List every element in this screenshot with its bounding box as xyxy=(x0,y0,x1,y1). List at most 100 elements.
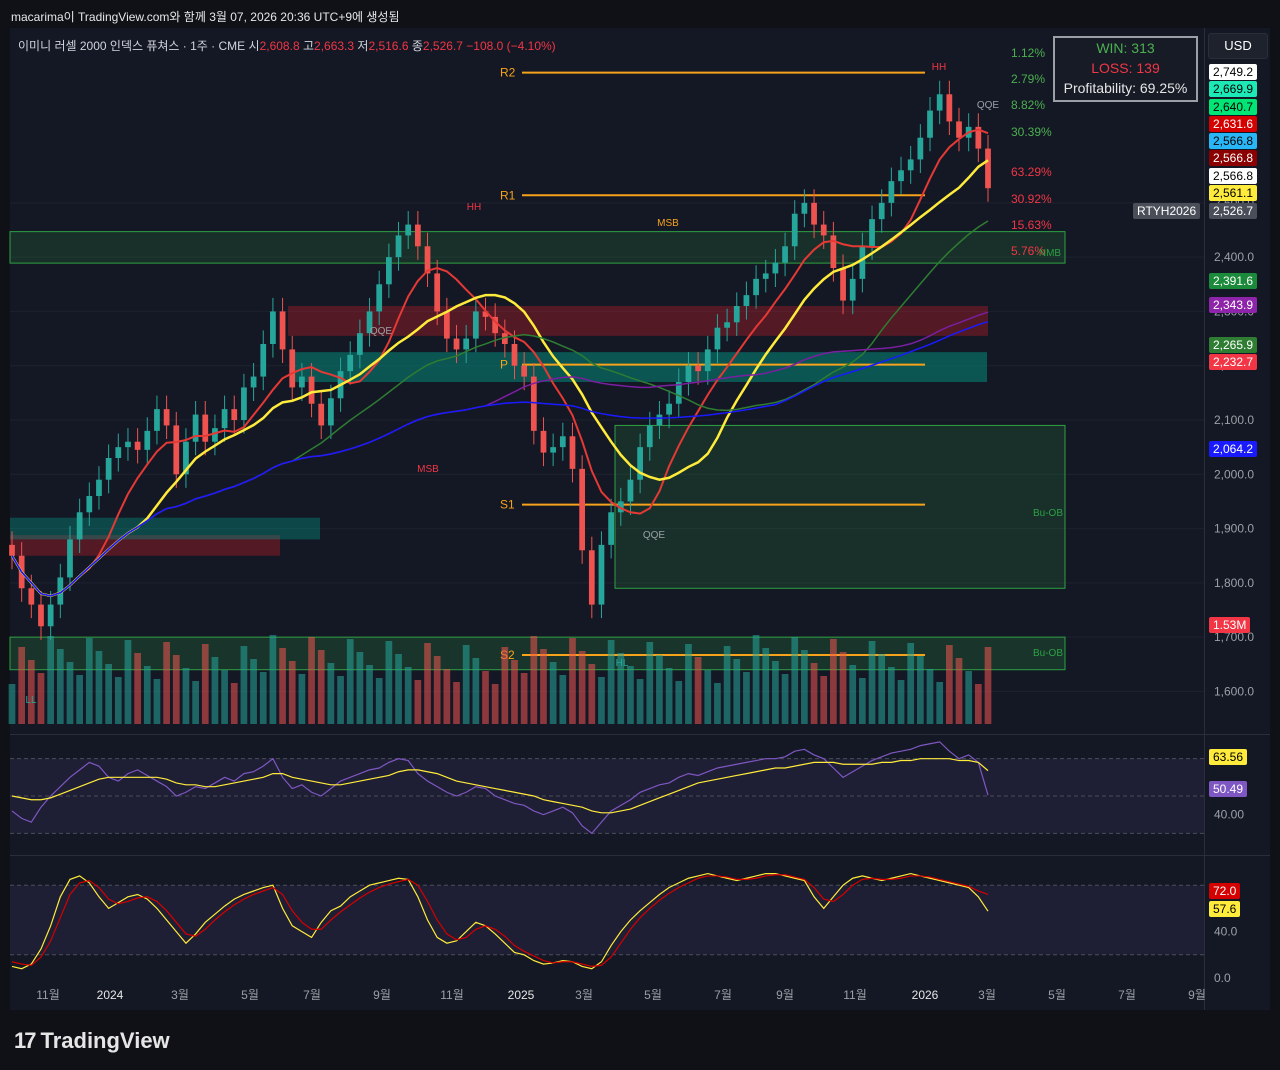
candle-body xyxy=(47,604,54,627)
time-tick-label: 3월 xyxy=(575,988,593,1002)
tradingview-logo[interactable]: 17 TradingView xyxy=(14,1028,170,1054)
price-tick-label: 2,400.0 xyxy=(1214,250,1254,264)
candle-body xyxy=(260,344,267,377)
candle-body xyxy=(859,246,866,279)
volume-bar xyxy=(18,647,26,724)
volume-bar xyxy=(656,655,663,724)
candle-body xyxy=(57,577,64,605)
rsi-tick-label: 40.00 xyxy=(1214,808,1244,822)
win-count: WIN: 313 xyxy=(1096,40,1155,56)
volume-bar xyxy=(752,635,760,724)
time-tick-label: 11월 xyxy=(36,988,60,1002)
candle-body xyxy=(704,349,711,372)
candle-body xyxy=(192,414,199,442)
stoch-band xyxy=(10,885,1204,955)
candle-body xyxy=(985,148,991,189)
rsi-value-tag: 63.56 xyxy=(1209,749,1248,765)
price-tag: 2,526.7 xyxy=(1209,203,1258,219)
volume-bar xyxy=(443,669,451,724)
volume-bar xyxy=(356,652,364,724)
open-value: 2,608.8 xyxy=(259,39,300,53)
fib-level-label: 5.76% xyxy=(1011,244,1045,258)
price-tick-label: 2,100.0 xyxy=(1214,413,1254,427)
volume-bar xyxy=(211,657,219,724)
candle-body xyxy=(646,425,653,448)
annotation-label: HL xyxy=(616,658,629,669)
volume-bar xyxy=(588,664,596,724)
price-tag: 2,566.8 xyxy=(1209,133,1258,149)
high-label: 고 xyxy=(302,39,315,53)
volume-bar xyxy=(433,656,441,724)
time-tick-label: 9월 xyxy=(1188,988,1206,1002)
candle-body xyxy=(627,479,634,502)
candle-body xyxy=(212,428,218,442)
candle-body xyxy=(405,224,412,236)
candle-body xyxy=(936,94,943,111)
candle-body xyxy=(946,94,953,122)
candle-body xyxy=(318,403,325,426)
price-tag: 2,265.9 xyxy=(1209,337,1258,353)
moving-average-line xyxy=(11,128,989,597)
time-tick-label: 3월 xyxy=(171,988,189,1002)
volume-bar xyxy=(85,638,93,724)
candle-body xyxy=(521,365,528,377)
volume-bar xyxy=(317,650,325,724)
candle-body xyxy=(869,219,875,247)
volume-bar xyxy=(665,668,673,724)
volume-bar xyxy=(230,683,238,724)
volume-bar xyxy=(559,675,567,724)
volume-bar xyxy=(27,660,35,724)
volume-bar xyxy=(288,661,296,724)
candle-body xyxy=(791,213,798,247)
volume-bar xyxy=(76,675,83,724)
price-tag: 2,631.6 xyxy=(1209,116,1258,132)
supply-zone xyxy=(288,306,988,336)
time-tick-label: 7월 xyxy=(1118,988,1136,1002)
price-tag: 2,566.8 xyxy=(1209,150,1258,166)
candle-body xyxy=(38,604,44,627)
time-tick-label: 11월 xyxy=(843,988,867,1002)
rsi-line xyxy=(11,758,989,814)
volume-bar xyxy=(385,641,393,724)
volume-bar xyxy=(182,668,190,724)
pivot-label: R1 xyxy=(500,188,516,202)
candle-body xyxy=(714,327,721,350)
currency-button[interactable]: USD xyxy=(1208,33,1268,59)
volume-bar xyxy=(723,646,731,724)
candle-body xyxy=(202,414,209,442)
demand-zone xyxy=(9,231,1066,264)
price-tag: 2,640.7 xyxy=(1209,99,1258,115)
annotation-label: MSB xyxy=(657,218,679,229)
candle-body xyxy=(724,322,730,328)
time-tick-label: 5월 xyxy=(644,988,662,1002)
price-tag: 2,669.9 xyxy=(1209,81,1258,97)
candle-body xyxy=(733,306,740,323)
volume-bar xyxy=(878,654,886,724)
volume-bar xyxy=(163,642,170,724)
candle-body xyxy=(830,235,837,268)
brand-name: TradingView xyxy=(40,1028,170,1053)
volume-bar xyxy=(859,678,866,724)
profitability: Profitability: 69.25% xyxy=(1063,80,1188,96)
candle-body xyxy=(250,376,257,388)
volume-bar xyxy=(482,671,489,724)
volume-bar xyxy=(250,659,257,724)
candle-body xyxy=(67,539,73,578)
candle-body xyxy=(569,436,576,469)
volume-bar xyxy=(124,640,132,724)
candle-body xyxy=(221,409,228,429)
candle-body xyxy=(395,235,402,258)
volume-bar xyxy=(8,684,16,724)
symbol-name[interactable]: 이미니 러셀 2000 인덱스 퓨쳐스 · 1주 · CME xyxy=(18,39,246,53)
supply-zone-lower xyxy=(10,535,280,556)
candle-body xyxy=(463,338,470,350)
annotation-label: QQE xyxy=(643,530,666,541)
candle-body xyxy=(154,409,160,431)
candle-body xyxy=(559,436,566,448)
candle-body xyxy=(115,447,122,458)
volume-bar xyxy=(346,639,354,724)
volume-bar xyxy=(694,657,702,724)
top-caption-bar: macarima이 TradingView.com와 함께 3월 07, 202… xyxy=(0,0,1280,30)
chart-frame[interactable] xyxy=(10,28,1270,1010)
